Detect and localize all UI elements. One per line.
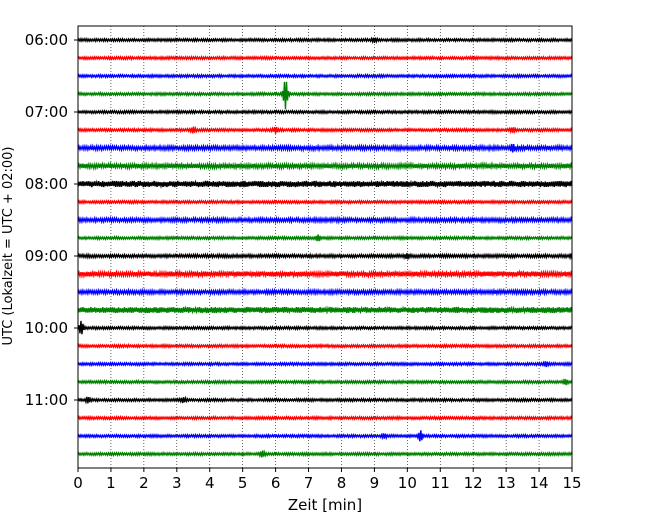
trace-0915: [77, 269, 573, 279]
trace-0900: [77, 252, 573, 261]
trace-0715: [77, 125, 573, 135]
trace-1000: [77, 320, 573, 335]
x-tick-label: 13: [497, 474, 516, 492]
plot-frame: [77, 25, 573, 469]
trace-0645: [77, 81, 573, 110]
y-tick-label: 10:00: [25, 319, 68, 337]
trace-0630: [77, 72, 573, 80]
x-tick-label: 6: [271, 474, 281, 492]
x-tick-label: 12: [464, 474, 483, 492]
x-tick-label: 4: [205, 474, 215, 492]
trace-0730: [77, 143, 573, 153]
x-tick-label: 7: [304, 474, 314, 492]
trace-1015: [77, 342, 573, 350]
trace-1030: [77, 360, 573, 368]
x-tick-label: 0: [73, 474, 83, 492]
trace-0800: [77, 179, 573, 189]
x-tick-label: 8: [337, 474, 347, 492]
trace-layer: [77, 36, 573, 459]
y-tick-label: 09:00: [25, 247, 68, 265]
trace-0830: [77, 215, 573, 225]
trace-0700: [77, 108, 573, 116]
trace-0845: [77, 234, 573, 242]
trace-0600: [77, 36, 573, 45]
trace-1045: [77, 378, 573, 386]
trace-0815: [77, 198, 573, 206]
trace-1115: [77, 414, 573, 422]
x-tick-label: 10: [398, 474, 417, 492]
x-tick-label: 3: [172, 474, 182, 492]
x-tick-label: 9: [370, 474, 380, 492]
y-tick-label: 08:00: [25, 175, 68, 193]
x-tick-label: 1: [106, 474, 116, 492]
y-tick-label: 06:00: [25, 31, 68, 49]
x-tick-label: 5: [238, 474, 248, 492]
trace-1145: [77, 449, 573, 459]
x-axis-label: Zeit [min]: [288, 496, 362, 514]
trace-1100: [77, 395, 573, 405]
axes-layer: 0 1 2 3 4 5 6 7 8 9 10 11 12 13 14 1506:0007:0008:0009:…: [25, 25, 582, 492]
x-tick-label: 14: [530, 474, 549, 492]
x-tick-label: 15: [562, 474, 581, 492]
trace-0945: [77, 305, 573, 315]
y-tick-label: 07:00: [25, 103, 68, 121]
x-tick-label: 11: [431, 474, 450, 492]
y-axis-label: UTC (Lokalzeit = UTC + 02:00): [1, 147, 16, 346]
trace-0930: [77, 287, 573, 297]
x-tick-label: 2: [139, 474, 149, 492]
trace-0615: [77, 54, 573, 62]
trace-1130: [77, 430, 573, 442]
y-tick-label: 11:00: [25, 391, 68, 409]
trace-0745: [77, 160, 573, 172]
